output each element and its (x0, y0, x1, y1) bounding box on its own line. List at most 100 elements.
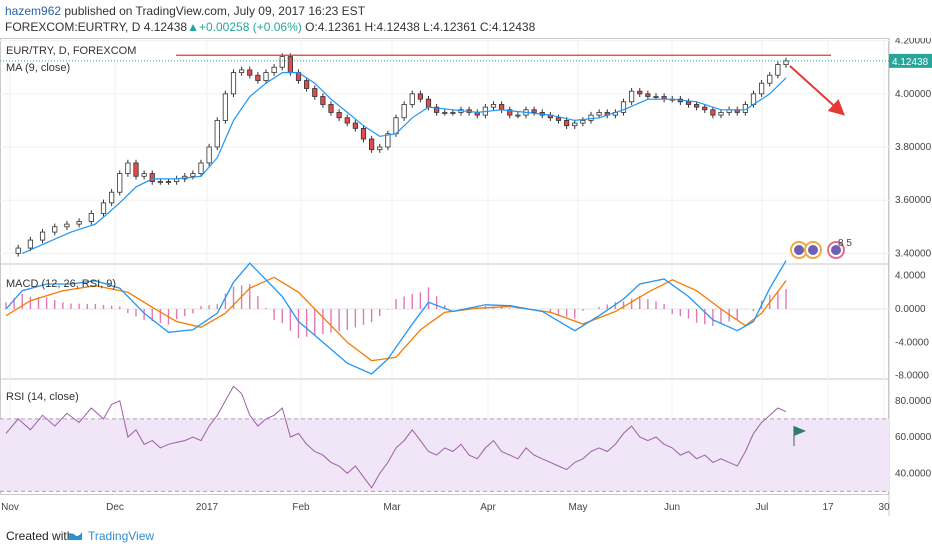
candle-body (247, 69, 253, 76)
candle-body (287, 56, 293, 73)
candle-body (564, 120, 570, 127)
macd-tick-label: -4.0000 (895, 337, 929, 348)
candle-body (109, 191, 115, 204)
macd-tick-label: 4.0000 (895, 271, 926, 282)
dividend-events-icon[interactable]: 8 5 (827, 238, 852, 259)
publish-line: hazem962 published on TradingView.com, J… (5, 4, 365, 18)
candle-body (685, 101, 692, 105)
candle-body (596, 112, 602, 116)
candle-body (710, 109, 716, 116)
candle-body (320, 96, 326, 105)
candle-body (76, 221, 82, 225)
macd-line (5, 260, 787, 375)
candle-body (149, 173, 155, 182)
candle-body (450, 112, 456, 114)
price-change: +0.00258 (+0.06%) (198, 20, 302, 34)
candle-body (100, 202, 107, 214)
candle-body (775, 64, 781, 76)
macd-pane-title: MACD (12, 26, RSI, 9) (6, 278, 116, 290)
candle-body (328, 104, 334, 113)
candle-body (490, 104, 497, 108)
macd-tick-label: 0.0000 (895, 304, 926, 315)
macd-pane[interactable]: 4.0000 0.0000 -4.0000 -8.0000 (0, 260, 929, 382)
candle-body (369, 138, 375, 151)
rsi-tick-label: 80.0000 (895, 396, 932, 407)
chart-header: hazem962 published on TradingView.com, J… (0, 0, 932, 38)
candle-body (580, 120, 586, 124)
candle-body (572, 122, 578, 127)
candle-body (629, 90, 635, 103)
price-tick-label: 4.00000 (895, 89, 932, 100)
last-price: 4.12438 (143, 20, 188, 34)
candle-body (702, 106, 708, 111)
candle-body (620, 101, 627, 113)
candle-body (39, 231, 46, 241)
projection-arrow[interactable] (789, 65, 845, 116)
ma-indicator-label: MA (9, close) (6, 62, 70, 74)
events-count-label: 8 5 (838, 238, 852, 249)
time-tick-label: 30 (878, 502, 890, 513)
candle-body (190, 173, 196, 177)
tradingview-logo-icon[interactable] (66, 526, 84, 544)
price-tick-label: 3.40000 (895, 248, 932, 259)
time-tick-label: May (569, 502, 588, 513)
price-pane-title: EUR/TRY, D, FOREXCOM (6, 45, 136, 57)
last-price-badge-label: 4.12438 (892, 57, 929, 68)
time-tick-label: Jul (756, 502, 769, 513)
candle-body (409, 93, 415, 105)
candle-body (653, 96, 659, 98)
time-tick-label: 2017 (196, 502, 219, 513)
candle-body (425, 98, 432, 108)
rsi-pane[interactable]: 80.0000 60.0000 40.0000 (0, 385, 932, 492)
candle-body (27, 239, 33, 249)
candle-body (304, 80, 310, 89)
candle-body (222, 93, 228, 121)
price-tick-label: 3.80000 (895, 142, 932, 153)
candle-body (344, 117, 350, 124)
ohlc-values: O:4.12361 H:4.12438 L:4.12361 C:4.12438 (301, 20, 536, 34)
candle-body (515, 114, 521, 117)
candle-body (377, 146, 383, 151)
candle-body (783, 60, 789, 65)
rsi-tick-label: 40.0000 (895, 468, 932, 479)
time-tick-label: Dec (106, 502, 124, 513)
publish-info: published on TradingView.com, July 09, 2… (61, 4, 366, 18)
candle-body (385, 133, 391, 148)
created-with-label: Created with (6, 529, 74, 543)
last-price-badge (889, 53, 932, 68)
candle-body (637, 90, 643, 95)
candle-body (694, 104, 700, 108)
time-tick-label: Feb (292, 502, 310, 513)
price-tick-label: 4.20000 (895, 38, 932, 47)
candle-body (239, 69, 245, 73)
candle-body (434, 106, 440, 113)
candle-body (767, 74, 773, 84)
signal-line (5, 276, 787, 362)
candle-body (52, 226, 58, 233)
candle-body (141, 173, 147, 177)
candle-body (117, 173, 123, 193)
flag-icon[interactable] (793, 426, 806, 446)
candle-body (718, 112, 724, 116)
candle-body (206, 146, 212, 164)
candle-body (555, 117, 562, 121)
footer: Created with TradingView (0, 516, 932, 550)
rsi-line (5, 385, 787, 489)
rsi-band (0, 418, 889, 492)
rsi-pane-title: RSI (14, close) (6, 391, 79, 403)
time-tick-label: Apr (480, 502, 496, 513)
time-tick-label: Mar (383, 502, 401, 513)
price-tick-label: 3.60000 (895, 195, 932, 206)
candle-body (165, 181, 172, 183)
author-link[interactable]: hazem962 (5, 4, 62, 18)
time-axis[interactable]: Nov Dec 2017 Feb Mar Apr May Jun Jul 17 30 (1, 502, 890, 513)
earnings-events-icon[interactable] (790, 241, 822, 259)
time-tick-label: Jun (664, 502, 680, 513)
candle-body (230, 72, 237, 95)
price-pane[interactable]: 4.20000 4.00000 3.80000 3.60000 3.40000 4.124… (0, 38, 932, 259)
tradingview-link[interactable]: TradingView (88, 529, 155, 543)
chart-canvas[interactable]: 4.20000 4.00000 3.80000 3.60000 3.40000 4.124… (0, 38, 932, 516)
rsi-tick-label: 60.0000 (895, 432, 932, 443)
candle-body (645, 93, 651, 97)
candle-body (133, 162, 139, 177)
